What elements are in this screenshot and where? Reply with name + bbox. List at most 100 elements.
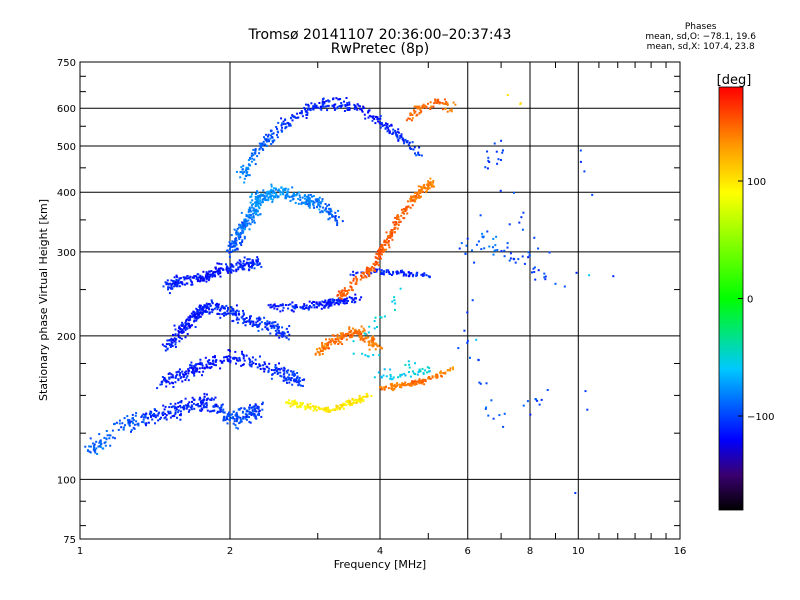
scatter-point	[319, 348, 322, 351]
scatter-point	[579, 149, 582, 152]
scatter-point	[190, 366, 193, 369]
scatter-point	[270, 369, 273, 371]
scatter-point	[502, 149, 504, 152]
scatter-point	[367, 331, 370, 334]
scatter-point	[163, 377, 166, 380]
scatter-point	[372, 341, 375, 344]
scatter-point	[404, 381, 407, 384]
scatter-point	[154, 414, 157, 417]
scatter-point	[239, 263, 242, 266]
scatter-point	[256, 155, 259, 158]
scatter-point	[354, 300, 357, 303]
scatter-point	[250, 193, 253, 196]
scatter-point	[180, 330, 183, 333]
scatter-point	[228, 413, 231, 416]
scatter-point	[289, 124, 292, 127]
scatter-point	[380, 269, 383, 272]
scatter-point	[189, 324, 192, 327]
scatter-point	[310, 199, 313, 202]
scatter-point	[168, 382, 171, 385]
scatter-point	[346, 104, 349, 106]
scatter-point	[265, 144, 268, 147]
scatter-point	[259, 144, 262, 147]
scatter-point	[423, 105, 426, 108]
scatter-point	[272, 324, 275, 327]
scatter-point	[181, 380, 184, 383]
scatter-point	[375, 343, 378, 346]
scatter-point	[220, 408, 223, 411]
scatter-point	[429, 107, 432, 110]
scatter-point	[250, 414, 253, 416]
scatter-point	[259, 322, 262, 325]
scatter-point	[245, 418, 248, 421]
scatter-point	[356, 332, 359, 335]
scatter-point	[373, 327, 376, 330]
scatter-point	[211, 409, 214, 412]
scatter-point	[503, 412, 506, 415]
scatter-point	[179, 404, 182, 407]
scatter-point	[316, 348, 318, 351]
scatter-point	[201, 408, 204, 411]
scatter-point	[104, 444, 107, 447]
scatter-point	[388, 271, 390, 274]
scatter-point	[161, 376, 164, 378]
scatter-point	[109, 444, 112, 447]
scatter-point	[362, 339, 365, 342]
scatter-point	[414, 379, 417, 382]
scatter-point	[299, 401, 302, 404]
scatter-point	[493, 249, 496, 252]
scatter-point	[506, 94, 509, 96]
scatter-point	[166, 279, 169, 282]
scatter-point	[210, 299, 213, 302]
scatter-point	[574, 492, 577, 494]
scatter-point	[394, 216, 397, 219]
scatter-point	[444, 98, 446, 101]
scatter-point	[227, 360, 230, 362]
scatter-point	[444, 372, 447, 375]
scatter-point	[255, 201, 258, 204]
scatter-point	[160, 383, 163, 386]
scatter-point	[296, 192, 299, 195]
scatter-point	[98, 433, 101, 436]
scatter-point	[270, 143, 273, 145]
scatter-point	[242, 260, 245, 263]
scatter-point	[222, 417, 225, 420]
scatter-point	[245, 175, 248, 177]
scatter-point	[500, 159, 502, 161]
scatter-point	[240, 420, 243, 423]
scatter-point	[452, 368, 455, 371]
scatter-point	[184, 397, 187, 400]
scatter-point	[200, 311, 203, 314]
scatter-point	[215, 306, 218, 309]
scatter-point	[259, 196, 262, 199]
scatter-point	[331, 214, 333, 216]
scatter-point	[377, 120, 380, 123]
scatter-point	[377, 251, 380, 254]
scatter-point	[328, 212, 331, 214]
scatter-point	[284, 122, 287, 125]
scatter-point	[269, 306, 272, 309]
scatter-point	[187, 405, 190, 408]
scatter-point	[388, 246, 391, 249]
scatter-point	[341, 332, 344, 335]
scatter-point	[423, 369, 426, 372]
scatter-point	[350, 336, 353, 339]
scatter-point	[331, 299, 334, 302]
scatter-point	[233, 240, 235, 243]
scatter-point	[239, 416, 242, 419]
scatter-point	[387, 236, 390, 239]
scatter-point	[252, 154, 255, 156]
scatter-point	[179, 414, 182, 417]
scatter-point	[228, 419, 231, 421]
scatter-point	[161, 412, 164, 415]
scatter-point	[361, 276, 363, 279]
scatter-point	[166, 347, 169, 350]
scatter-point	[269, 193, 272, 195]
scatter-point	[586, 408, 589, 411]
scatter-point	[272, 304, 275, 307]
colorbar-tick-label: 0	[747, 295, 753, 306]
scatter-point	[232, 416, 234, 419]
scatter-point	[187, 410, 190, 413]
scatter-point	[257, 200, 260, 203]
scatter-point	[421, 381, 424, 384]
